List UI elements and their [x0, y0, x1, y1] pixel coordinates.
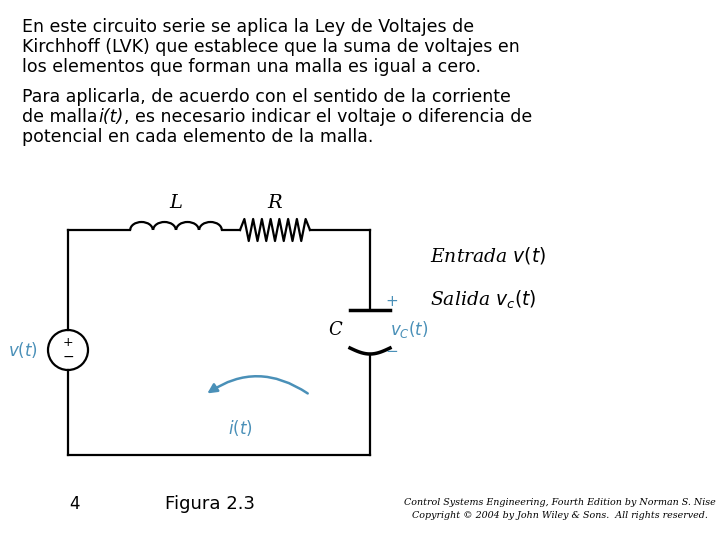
Text: de malla: de malla [22, 108, 103, 126]
Text: $v(t)$: $v(t)$ [8, 340, 38, 360]
Text: $i(t)$: $i(t)$ [228, 418, 252, 438]
Text: Para aplicarla, de acuerdo con el sentido de la corriente: Para aplicarla, de acuerdo con el sentid… [22, 88, 511, 106]
Text: −: − [385, 345, 397, 360]
Text: Figura 2.3: Figura 2.3 [165, 495, 255, 513]
Text: En este circuito serie se aplica la Ley de Voltajes de: En este circuito serie se aplica la Ley … [22, 18, 474, 36]
Text: Entrada $v(t)$: Entrada $v(t)$ [430, 245, 546, 266]
Text: , es necesario indicar el voltaje o diferencia de: , es necesario indicar el voltaje o dife… [124, 108, 532, 126]
Text: i(t): i(t) [98, 108, 123, 126]
Text: $v_C(t)$: $v_C(t)$ [390, 320, 428, 341]
Text: C: C [328, 321, 342, 339]
Text: Kirchhoff (LVK) que establece que la suma de voltajes en: Kirchhoff (LVK) que establece que la sum… [22, 38, 520, 56]
Text: los elementos que forman una malla es igual a cero.: los elementos que forman una malla es ig… [22, 58, 481, 76]
Text: L: L [169, 194, 182, 212]
Text: Control Systems Engineering, Fourth Edition by Norman S. Nise
Copyright © 2004 b: Control Systems Engineering, Fourth Edit… [404, 498, 716, 519]
Text: R: R [268, 194, 282, 212]
Text: Salida $v_c(t)$: Salida $v_c(t)$ [430, 289, 536, 311]
Text: +: + [385, 294, 397, 309]
Text: −: − [62, 350, 74, 364]
FancyArrowPatch shape [210, 376, 307, 394]
Text: +: + [63, 335, 73, 348]
Text: 4: 4 [70, 495, 80, 513]
Text: potencial en cada elemento de la malla.: potencial en cada elemento de la malla. [22, 128, 374, 146]
